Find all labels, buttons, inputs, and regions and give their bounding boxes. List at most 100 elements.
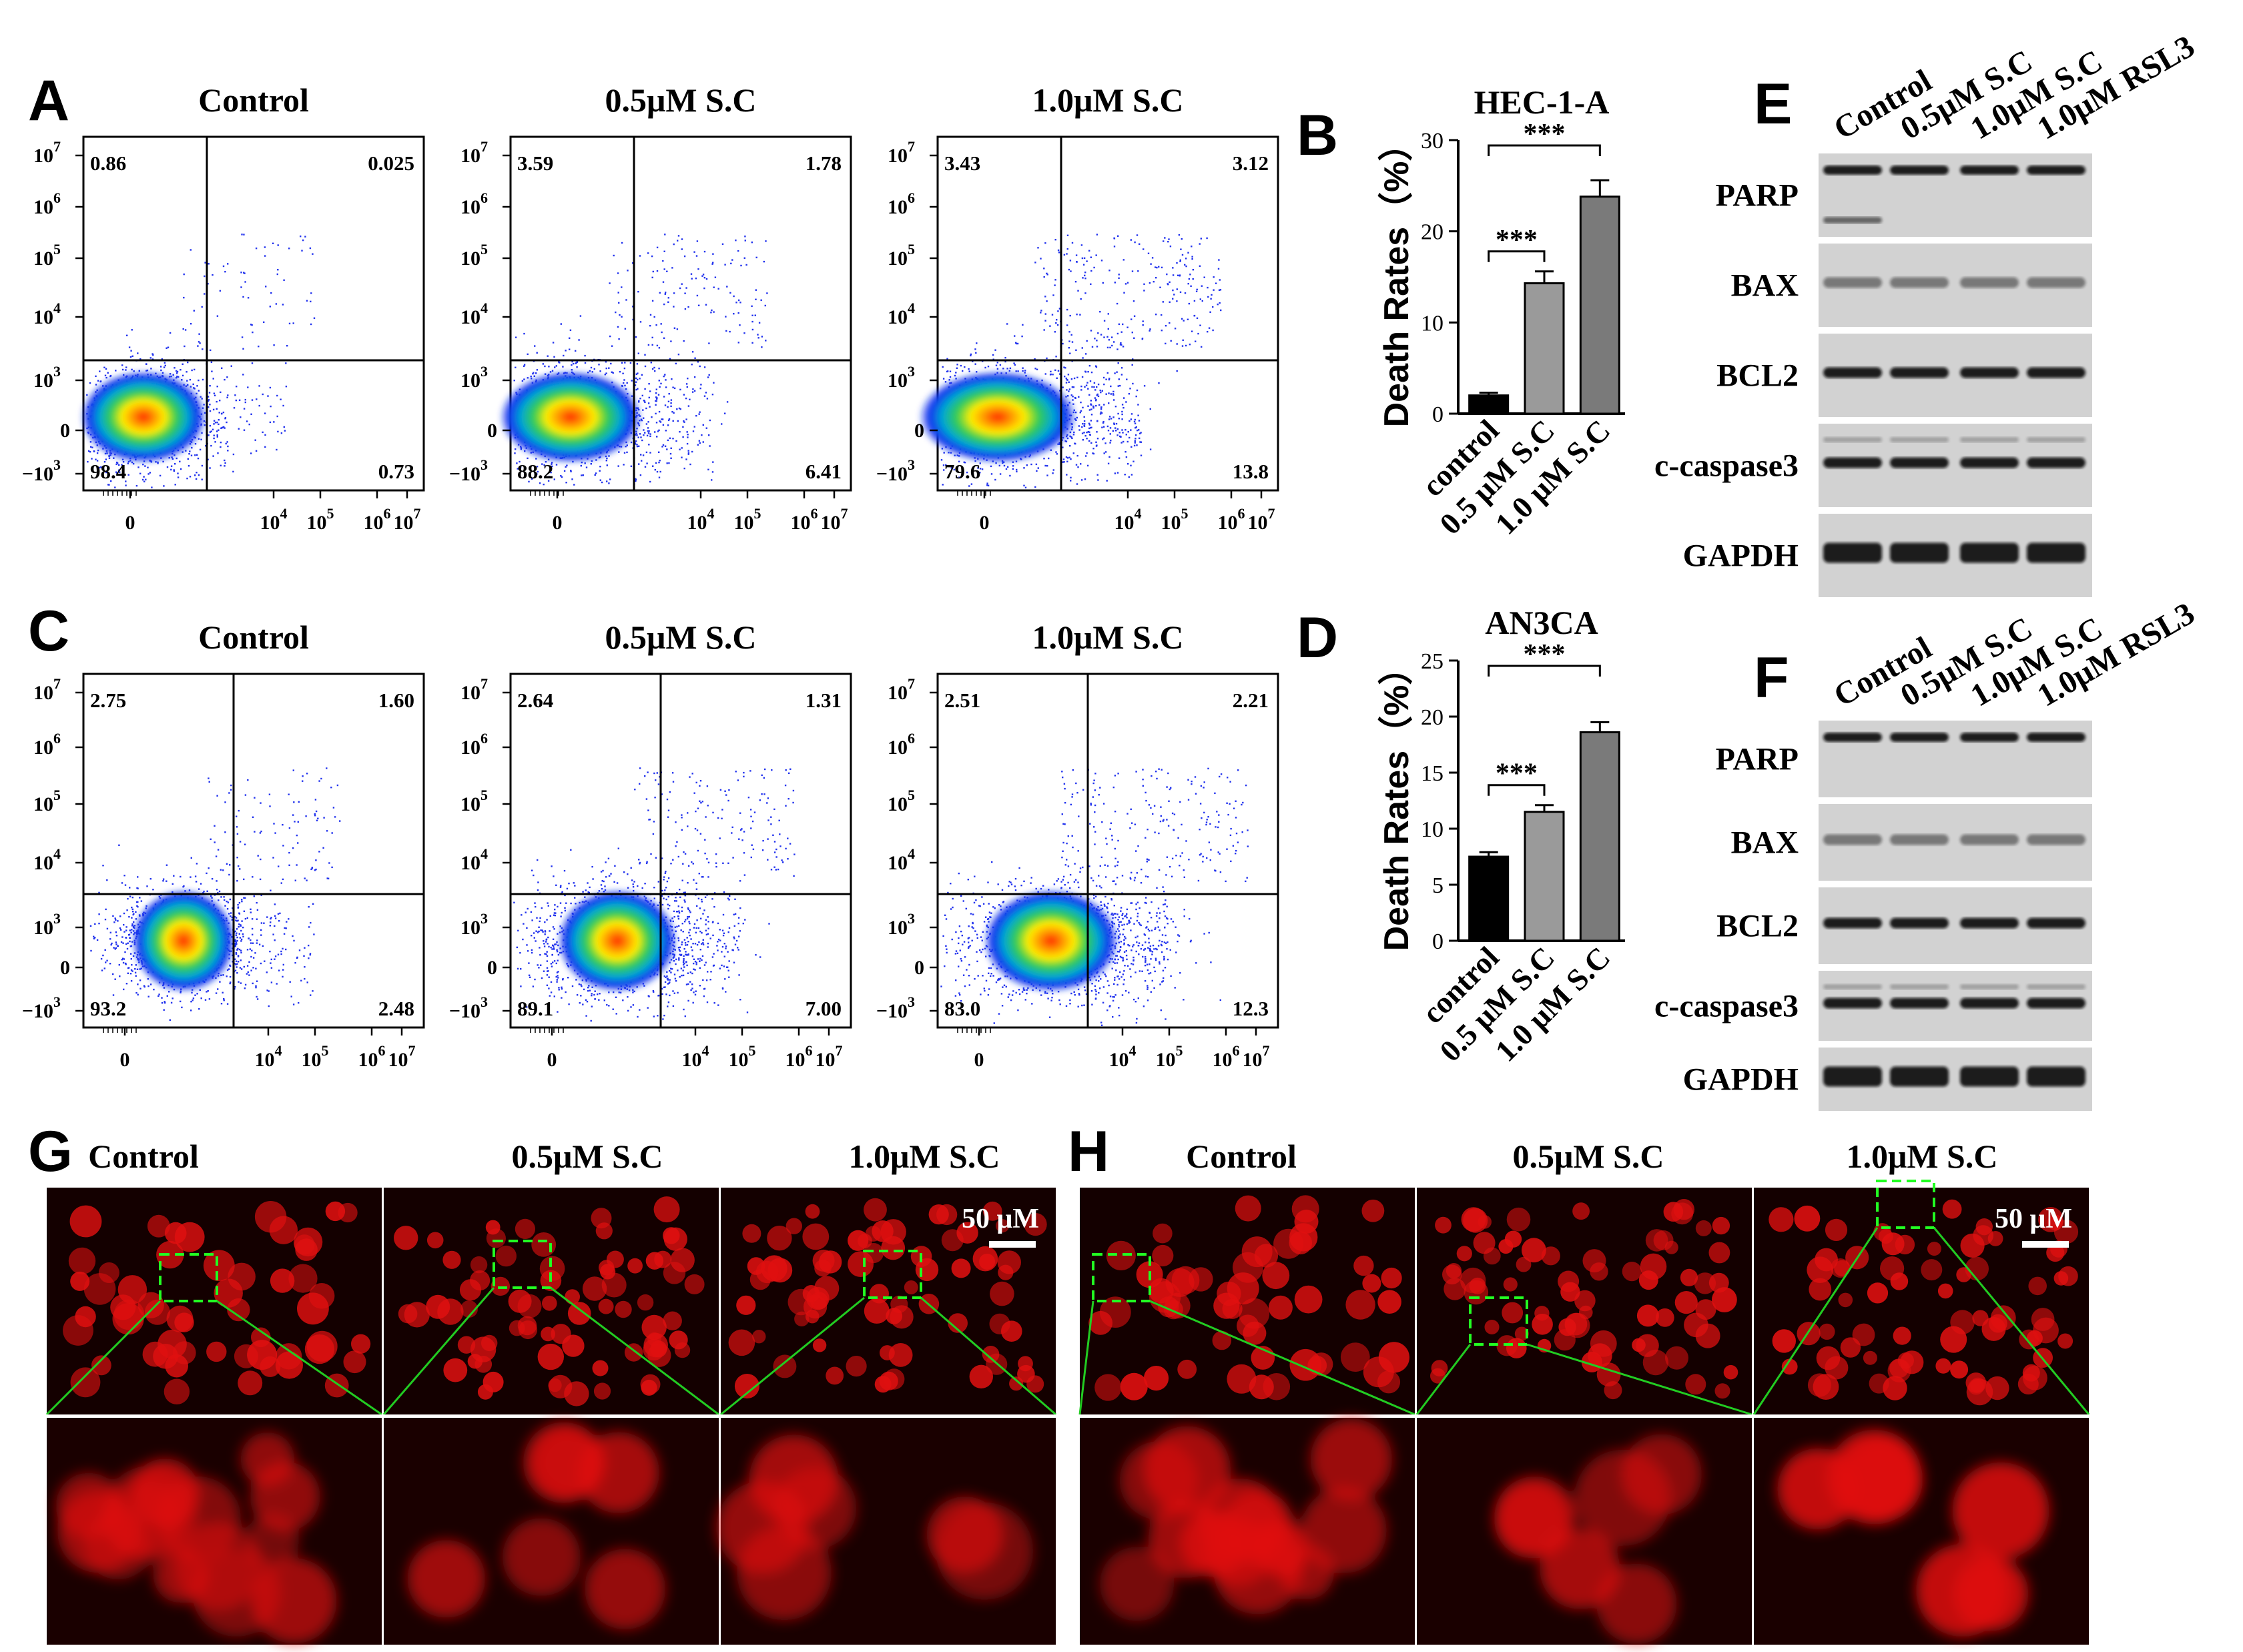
y-tick-base: 10 — [33, 196, 53, 218]
event-dot — [581, 474, 583, 476]
event-dot — [653, 316, 655, 318]
event-dot — [668, 418, 671, 420]
event-dot — [1048, 457, 1050, 460]
event-dot — [1095, 398, 1097, 401]
event-dot — [104, 918, 107, 921]
event-dot — [733, 313, 735, 315]
event-dot — [132, 462, 135, 465]
event-dot — [206, 890, 208, 892]
y-tick-label: 106 — [33, 189, 61, 218]
event-dot — [726, 286, 728, 288]
event-dot — [623, 367, 626, 370]
event-dot — [190, 323, 192, 325]
event-dot — [1096, 340, 1098, 342]
event-dot — [693, 251, 695, 253]
event-dot — [263, 922, 265, 924]
event-dot — [1096, 346, 1098, 348]
event-dot — [751, 242, 753, 244]
event-dot — [1084, 272, 1086, 274]
event-dot — [218, 899, 220, 901]
event-dot — [318, 780, 320, 782]
event-dot — [173, 469, 175, 471]
event-dot — [575, 362, 577, 364]
y-tick-base: 10 — [33, 248, 53, 270]
event-dot — [149, 878, 151, 880]
event-dot — [766, 292, 768, 294]
event-dot — [162, 878, 165, 880]
event-dot — [1066, 457, 1069, 459]
event-dot — [1066, 389, 1068, 391]
event-dot — [515, 336, 517, 338]
event-dot — [1116, 302, 1118, 305]
x-tick-exponent: 7 — [841, 505, 848, 522]
event-dot — [1069, 260, 1072, 262]
event-dot — [218, 429, 220, 431]
event-dot — [1129, 388, 1131, 390]
y-tick-base: 10 — [33, 370, 53, 392]
event-dot — [703, 366, 706, 368]
event-dot — [963, 461, 965, 463]
event-dot — [1176, 262, 1178, 264]
event-dot — [1090, 420, 1092, 422]
event-dot — [1040, 258, 1042, 260]
event-dot — [1068, 268, 1070, 271]
event-dot — [304, 966, 306, 968]
event-dot — [1179, 274, 1181, 276]
event-dot — [225, 442, 227, 445]
event-dot — [212, 455, 214, 457]
event-dot — [709, 445, 711, 447]
event-dot — [1090, 283, 1092, 286]
event-dot — [1095, 366, 1098, 368]
event-dot — [313, 317, 316, 319]
event-dot — [117, 945, 119, 947]
event-dot — [1185, 258, 1187, 260]
event-dot — [1147, 252, 1150, 254]
event-dot — [1176, 343, 1178, 345]
event-dot — [1071, 242, 1074, 244]
event-dot — [1006, 323, 1008, 325]
event-dot — [1195, 290, 1198, 292]
event-dot — [1066, 378, 1068, 381]
event-dot — [536, 369, 539, 371]
event-dot — [1207, 286, 1209, 289]
event-dot — [121, 882, 123, 884]
event-dot — [186, 380, 188, 382]
event-dot — [670, 402, 672, 404]
event-dot — [624, 328, 627, 330]
event-dot — [1118, 323, 1120, 326]
event-dot — [1134, 241, 1136, 244]
event-dot — [1082, 439, 1084, 441]
event-dot — [1129, 420, 1131, 422]
event-dot — [687, 450, 689, 452]
event-dot — [977, 467, 979, 469]
event-dot — [96, 452, 99, 454]
event-dot — [235, 917, 238, 919]
event-dot — [93, 450, 95, 452]
event-dot — [1057, 310, 1059, 312]
event-dot — [679, 431, 681, 433]
event-dot — [1100, 408, 1102, 410]
event-dot — [1065, 382, 1068, 384]
event-dot — [1003, 464, 1006, 467]
event-dot — [1099, 389, 1101, 392]
event-dot — [91, 446, 93, 448]
event-dot — [670, 340, 672, 342]
event-dot — [224, 427, 226, 429]
event-dot — [1196, 317, 1199, 320]
event-dot — [212, 378, 214, 380]
event-dot — [1037, 467, 1039, 469]
event-dot — [1054, 239, 1056, 241]
event-dot — [221, 426, 223, 429]
event-dot — [247, 297, 250, 299]
panel-letter-b: B — [1297, 103, 1338, 167]
event-dot — [1084, 353, 1087, 355]
event-dot — [1076, 454, 1078, 457]
event-dot — [1199, 265, 1201, 267]
event-dot — [1184, 292, 1187, 294]
event-dot — [1059, 373, 1061, 375]
event-dot — [553, 356, 555, 358]
event-dot — [1179, 291, 1182, 294]
event-dot — [198, 333, 200, 335]
event-dot — [946, 358, 948, 360]
event-dot — [693, 390, 696, 392]
